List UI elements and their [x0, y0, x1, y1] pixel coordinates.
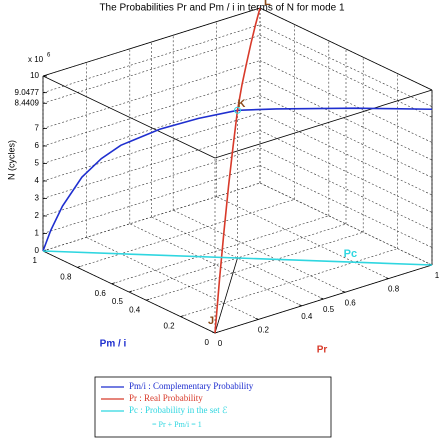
- legend-label: Pr : Real Probability: [129, 393, 203, 403]
- y-tick-label: 0: [205, 338, 210, 347]
- grid-line: [42, 34, 261, 104]
- z-tick-label: 0: [35, 246, 40, 255]
- y-tick-label: 1: [33, 256, 38, 265]
- series-line: [214, 7, 261, 334]
- x-tick: [298, 304, 302, 307]
- y-tick: [77, 266, 81, 268]
- z-multiplier: x 10: [28, 55, 44, 64]
- x-tick-label: 0.5: [323, 305, 335, 314]
- z-tick-label: 2: [35, 211, 40, 220]
- grid-line: [77, 199, 295, 268]
- z-tick-label: 5: [35, 159, 40, 168]
- y-axis-label: Pm / i: [100, 339, 127, 350]
- y-tick: [128, 290, 133, 293]
- z-tick-label: 9.0477: [15, 88, 40, 97]
- grid-line: [42, 24, 261, 93]
- x-axis-label: Pr: [317, 345, 328, 356]
- y-tick: [146, 298, 150, 301]
- grid-line: [42, 147, 261, 217]
- y-tick-label: 0.4: [129, 305, 141, 314]
- z-tick-label: 6: [35, 141, 40, 150]
- y-tick-label: 0.6: [95, 289, 107, 298]
- x-tick-label: 1: [435, 271, 440, 280]
- axis-edge: [42, 7, 261, 77]
- grid-line: [42, 95, 261, 164]
- axis-edge: [259, 7, 433, 91]
- z-tick-label: 7: [35, 124, 40, 133]
- x-tick-label: 0.6: [345, 298, 357, 307]
- x-tick: [385, 277, 389, 279]
- point-label: L: [264, 0, 271, 8]
- point-label: K: [238, 98, 246, 110]
- y-tick: [111, 282, 115, 285]
- x-tick-label: 0.8: [388, 285, 400, 294]
- y-tick-label: 0.8: [60, 273, 72, 282]
- z-tick-label: 3: [35, 194, 40, 203]
- series-line: [42, 107, 433, 252]
- x-tick-label: 0.4: [301, 312, 313, 321]
- z-tick-label: 10: [30, 71, 39, 80]
- legend-box: [94, 376, 332, 438]
- y-tick: [180, 315, 184, 317]
- z-exponent: 6: [47, 53, 51, 59]
- grid-line: [259, 147, 433, 231]
- point-marker: [234, 106, 241, 114]
- z-tick-label: 8.4409: [15, 98, 40, 107]
- grid-line: [129, 223, 302, 307]
- x-tick: [342, 290, 346, 293]
- guide-line: [214, 257, 238, 334]
- x-tick-label: 0: [218, 339, 223, 348]
- axis-edge: [42, 75, 216, 159]
- grid-line: [42, 182, 261, 252]
- axis-edge: [214, 89, 433, 159]
- legend-label: Pc : Probability in the set ℰ: [129, 405, 228, 415]
- z-axis-label: N (cycles): [6, 140, 16, 180]
- z-tick-label: 1: [35, 229, 40, 238]
- legend-label: Pm/i : Complementary Probability: [129, 381, 254, 391]
- grid-line: [42, 60, 261, 129]
- chart-title: The Probabilities Pr and Pm / i in terms…: [99, 3, 345, 14]
- x-tick-label: 0.2: [258, 326, 270, 335]
- grid-line: [146, 231, 364, 301]
- grid-line: [111, 215, 329, 285]
- x-tick: [320, 297, 324, 300]
- series-line: [42, 250, 433, 266]
- x-tick: [255, 318, 259, 320]
- grid-line: [259, 35, 433, 118]
- z-tick-label: 4: [35, 176, 40, 185]
- grid-line: [180, 248, 398, 317]
- point-label: J: [208, 315, 214, 327]
- legend-note: = Pr + Pm/i = 1: [152, 420, 202, 429]
- y-tick-label: 0.2: [163, 322, 175, 331]
- y-tick-label: 0.5: [112, 297, 124, 306]
- point-label: Pc: [344, 248, 357, 260]
